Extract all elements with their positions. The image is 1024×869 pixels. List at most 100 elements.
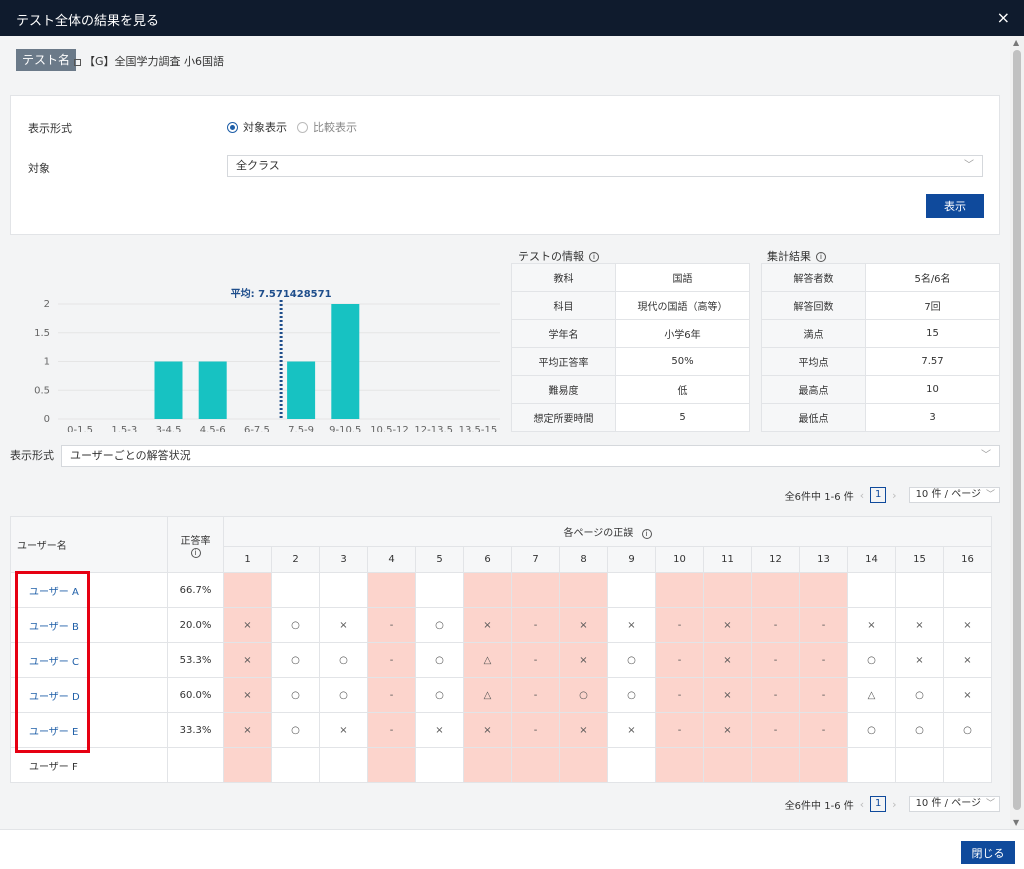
info-icon[interactable]: i xyxy=(190,547,201,558)
prev-page-icon[interactable]: ‹ xyxy=(859,488,865,502)
user-link[interactable]: ユーザー A xyxy=(29,586,79,598)
rate-cell: 60.0% xyxy=(167,677,224,713)
answer-cell: - xyxy=(751,712,800,748)
rate-cell xyxy=(167,747,224,783)
page-header-5: 5 xyxy=(415,546,464,573)
pagination-total: 全6件中 1-6 件 xyxy=(784,800,854,812)
next-page-icon[interactable]: › xyxy=(892,488,897,502)
radio-compare-label: 比較表示 xyxy=(313,121,357,134)
summary-key: 平均点 xyxy=(761,347,866,376)
answer-cell xyxy=(511,747,560,783)
answer-cell xyxy=(799,747,848,783)
info-icon[interactable]: i xyxy=(589,252,599,262)
show-button[interactable]: 表示 xyxy=(926,194,984,218)
test-info-value: 現代の国語（高等） xyxy=(615,291,750,320)
answer-cell xyxy=(223,747,272,783)
modal-footer: 閉じる xyxy=(0,829,1024,869)
table-row: ユーザー A 66.7% xyxy=(10,572,992,608)
summary-row: 最低点 3 xyxy=(761,403,1000,432)
answer-cell: × xyxy=(607,607,656,643)
target-select-value: 全クラス xyxy=(236,159,280,172)
next-page-icon[interactable]: › xyxy=(892,797,897,811)
table-row: ユーザー E 33.3% × ○ × - × × - × × - × - - ○ ○ ○ xyxy=(10,712,992,748)
pages-header-text: 各ページの正誤 xyxy=(563,528,634,539)
x-tick-label: 10.5-12 xyxy=(370,425,409,432)
chevron-down-icon: ﹀ xyxy=(985,799,995,809)
view-format-label: 表示形式 xyxy=(10,449,54,462)
answer-cell xyxy=(559,572,608,608)
view-format-value: ユーザーごとの解答状況 xyxy=(70,449,191,462)
test-name: 【G】全国学力調査 小6国語 xyxy=(74,53,224,69)
x-tick-label: 12-13.5 xyxy=(414,425,453,432)
page-header-2: 2 xyxy=(271,546,320,573)
y-tick-label: 1.5 xyxy=(34,328,50,339)
user-link[interactable]: ユーザー B xyxy=(29,621,79,633)
user-name: ユーザー F xyxy=(29,761,78,773)
scroll-down-icon[interactable]: ▼ xyxy=(1013,818,1020,827)
summary-value: 3 xyxy=(865,403,1000,432)
close-button[interactable]: 閉じる xyxy=(961,841,1015,864)
summary-value: 5名/6名 xyxy=(865,263,1000,292)
answer-cell: - xyxy=(367,677,416,713)
table-row: ユーザー B 20.0% × ○ × - ○ × - × × - × - - × × × xyxy=(10,607,992,643)
radio-compare-display[interactable]: 比較表示 xyxy=(297,119,357,135)
answer-cell: - xyxy=(511,712,560,748)
info-icon[interactable]: i xyxy=(816,252,826,262)
user-link[interactable]: ユーザー E xyxy=(29,726,79,738)
bar-9-10.5[interactable] xyxy=(331,304,360,419)
summary-value: 7回 xyxy=(865,291,1000,320)
answer-cell: × xyxy=(607,712,656,748)
y-tick-label: 1 xyxy=(44,357,50,368)
bar-7.5-9[interactable] xyxy=(287,361,316,420)
scroll-thumb[interactable] xyxy=(1013,50,1021,810)
page-size-select[interactable]: 10 件 / ページ ﹀ xyxy=(908,796,1000,812)
page-1-button[interactable]: 1 xyxy=(870,796,887,812)
info-icon[interactable]: i xyxy=(641,529,652,539)
answer-cell xyxy=(895,572,944,608)
answer-cell: × xyxy=(223,607,272,643)
page-1-button[interactable]: 1 xyxy=(870,487,887,503)
user-link[interactable]: ユーザー C xyxy=(29,656,79,668)
prev-page-icon[interactable]: ‹ xyxy=(859,797,865,811)
page-size-select[interactable]: 10 件 / ページ ﹀ xyxy=(908,487,1000,503)
answer-cell: - xyxy=(367,607,416,643)
user-link[interactable]: ユーザー D xyxy=(29,691,80,703)
bar-4.5-6[interactable] xyxy=(198,361,227,420)
test-info-row: 教科 国語 xyxy=(511,263,750,292)
answer-cell xyxy=(607,747,656,783)
answer-cell: - xyxy=(367,642,416,678)
test-info-row: 想定所要時間 5 xyxy=(511,403,750,432)
chevron-down-icon: ﹀ xyxy=(985,490,995,500)
page-header-15: 15 xyxy=(895,546,944,573)
target-select[interactable]: 全クラス ﹀ xyxy=(227,155,983,177)
answer-cell: × xyxy=(319,712,368,748)
test-info-key: 教科 xyxy=(511,263,616,292)
radio-target-display[interactable]: 対象表示 xyxy=(227,119,287,135)
answer-cell xyxy=(607,572,656,608)
view-format-select[interactable]: ユーザーごとの解答状況 ﹀ xyxy=(61,445,1000,467)
answer-cell xyxy=(943,747,992,783)
answer-cell: - xyxy=(655,607,704,643)
pagination-bottom: 全6件中 1-6 件 ‹ 1 › 10 件 / ページ ﹀ xyxy=(785,796,1000,812)
page-header-7: 7 xyxy=(511,546,560,573)
answer-cell: ○ xyxy=(847,642,896,678)
y-tick-label: 0.5 xyxy=(34,385,50,396)
close-icon[interactable]: × xyxy=(996,8,1010,27)
answer-cell: × xyxy=(559,607,608,643)
answer-cell: × xyxy=(703,642,752,678)
answer-cell: ○ xyxy=(607,642,656,678)
modal-title: テスト全体の結果を見る xyxy=(16,14,160,29)
scroll-up-icon[interactable]: ▲ xyxy=(1013,38,1020,47)
answer-cell: ○ xyxy=(607,677,656,713)
answer-cell: - xyxy=(511,677,560,713)
answer-cell: × xyxy=(703,712,752,748)
vertical-scrollbar[interactable]: ▲ ▼ xyxy=(1010,36,1024,829)
bar-3-4.5[interactable] xyxy=(154,361,183,420)
answer-cell: × xyxy=(415,712,464,748)
answer-cell: ○ xyxy=(271,677,320,713)
test-name-text: 【G】全国学力調査 小6国語 xyxy=(84,55,225,68)
document-icon xyxy=(74,59,81,66)
user-name-header: ユーザー名 xyxy=(10,516,168,573)
answer-cell: × xyxy=(895,607,944,643)
page-header-1: 1 xyxy=(223,546,272,573)
